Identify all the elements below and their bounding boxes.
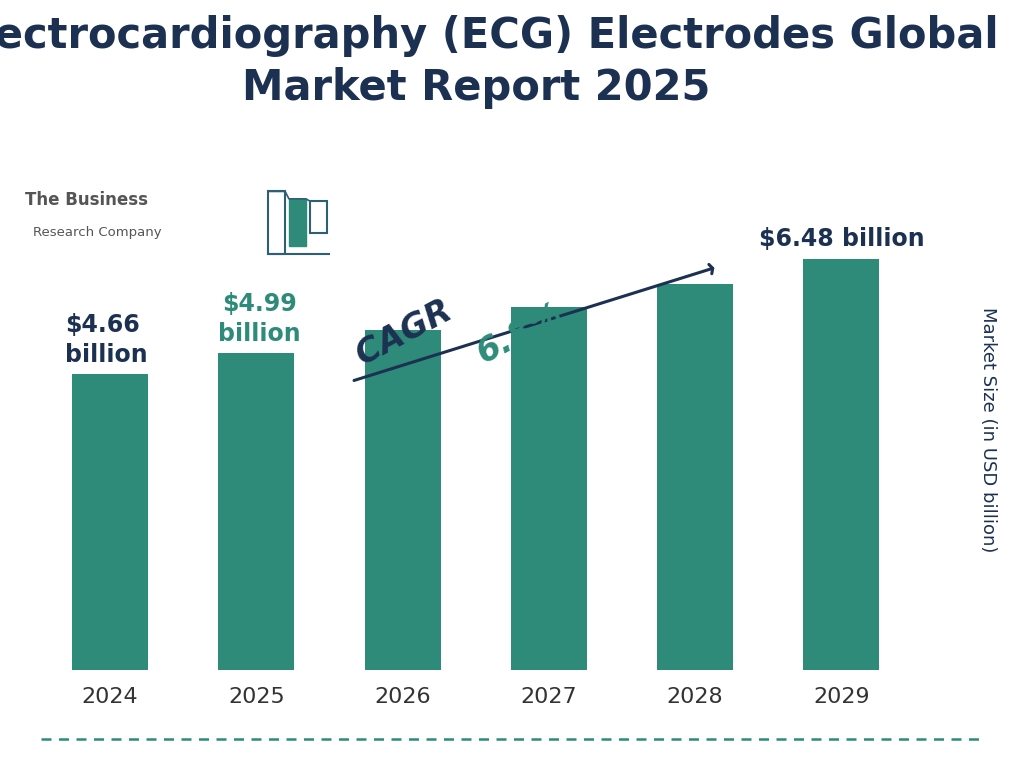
Text: Research Company: Research Company (33, 226, 161, 239)
Text: The Business: The Business (26, 190, 148, 209)
Bar (268, 191, 285, 254)
Title: Electrocardiography (ECG) Electrodes Global
Market Report 2025: Electrocardiography (ECG) Electrodes Glo… (0, 15, 999, 109)
Text: $4.99
billion: $4.99 billion (218, 292, 301, 346)
Text: 6.8%: 6.8% (471, 297, 568, 370)
Bar (310, 201, 327, 233)
Bar (289, 199, 306, 246)
Bar (365, 330, 440, 670)
Bar (511, 307, 587, 670)
Bar (218, 353, 294, 670)
Text: $4.66
billion: $4.66 billion (65, 313, 147, 366)
Text: Market Size (in USD billion): Market Size (in USD billion) (979, 307, 997, 553)
Bar (657, 283, 733, 670)
Bar (803, 259, 880, 670)
Text: $6.48 billion: $6.48 billion (759, 227, 924, 251)
Bar (72, 374, 148, 670)
Text: CAGR: CAGR (351, 289, 468, 372)
